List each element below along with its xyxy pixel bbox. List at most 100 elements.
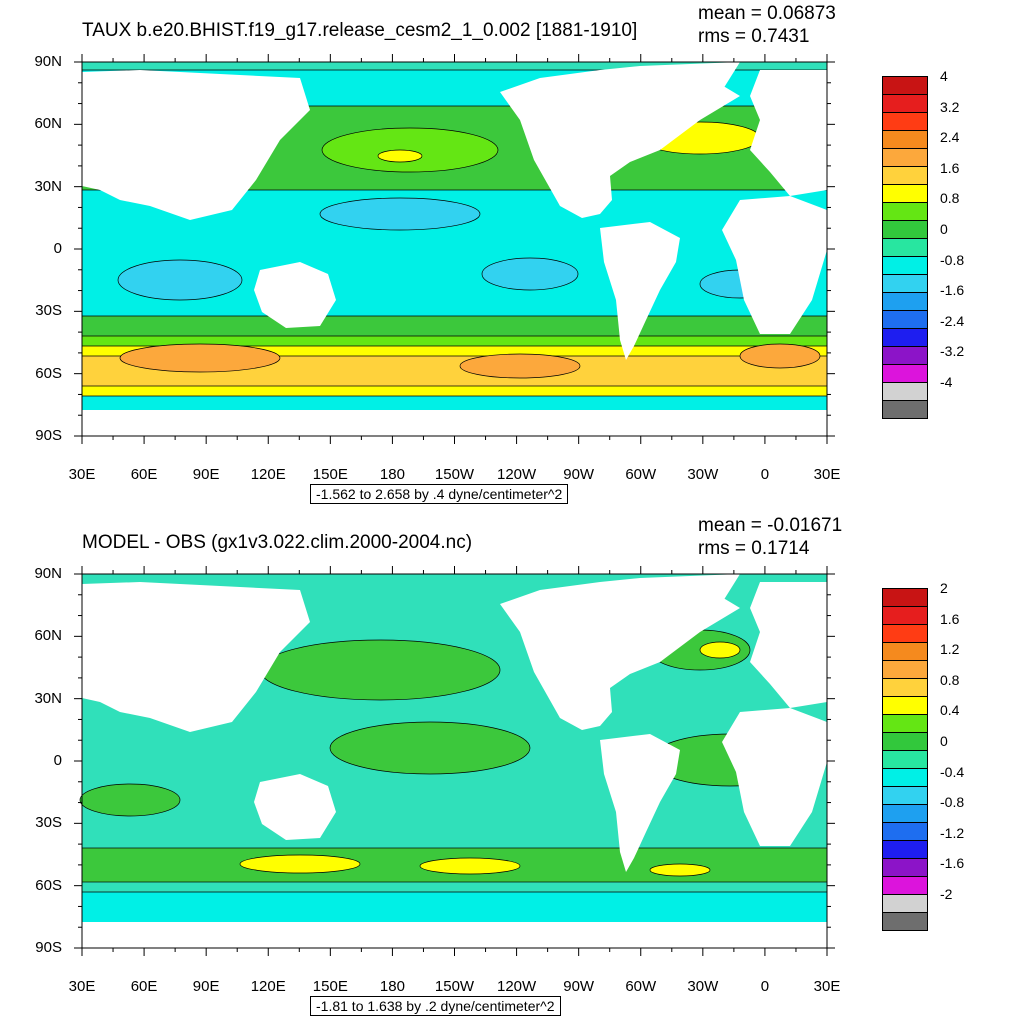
- landmass-5: [722, 708, 827, 846]
- colorbar-label: -2: [940, 886, 953, 902]
- colorbar-label: -1.6: [940, 855, 965, 872]
- latitude-label: 90S: [35, 427, 62, 444]
- latitude-label: 90N: [34, 565, 62, 582]
- contour-band-southern-yellow: [82, 346, 827, 356]
- landmass-4: [82, 70, 310, 220]
- contour-cell-southern-yellow-3: [649, 863, 711, 877]
- longitude-label: 90E: [192, 466, 220, 483]
- colorbar-segment: [882, 202, 928, 221]
- longitude-label: 0: [760, 466, 770, 483]
- longitude-label: 120E: [250, 466, 286, 483]
- landmass-0: [500, 66, 740, 218]
- landmass-2: [600, 734, 680, 872]
- longitude-label: 30E: [813, 978, 841, 995]
- contour-cell-southern-indian-max: [119, 343, 281, 373]
- longitude-label: 90W: [563, 978, 595, 995]
- colorbar-label: 0: [940, 221, 948, 237]
- landmass-3: [750, 70, 827, 196]
- longitude-label: 150E: [312, 466, 348, 483]
- landmass-6: [254, 262, 336, 328]
- colorbar-segment: [882, 804, 928, 823]
- landmass-1: [640, 574, 740, 616]
- colorbar-segment: [882, 238, 928, 257]
- mean-value: mean = -0.01671: [698, 515, 843, 536]
- colorbar-label: 3.2: [940, 98, 960, 115]
- longitude-label: 30E: [68, 978, 96, 995]
- longitude-label: 30E: [68, 466, 96, 483]
- colorbar-segment: [882, 274, 928, 293]
- longitude-label: 150E: [312, 978, 348, 995]
- longitude-label: 180: [379, 466, 405, 483]
- colorbar-label: 2: [940, 580, 948, 596]
- landmass-5: [722, 196, 827, 334]
- colorbar-segment: [882, 768, 928, 787]
- longitude-label: 30W: [687, 978, 719, 995]
- rms-value: rms = 0.7431: [698, 26, 810, 47]
- colorbar-segment: [882, 858, 928, 877]
- colorbar-segment: [882, 184, 928, 203]
- colorbar-label: 0.8: [940, 190, 960, 207]
- longitude-label: 120W: [496, 466, 537, 483]
- latitude-label: 30N: [34, 177, 62, 195]
- latitude-label: 60S: [35, 364, 62, 382]
- colorbar-segment: [882, 382, 928, 401]
- longitude-label: 30W: [687, 466, 719, 483]
- latitude-label: 30N: [34, 689, 62, 707]
- contour-range-label: -1.562 to 2.658 by .4 dyne/centimeter^2: [310, 484, 569, 504]
- contour-band-southern-transition: [82, 316, 827, 336]
- longitude-label: 180: [379, 978, 405, 995]
- longitude-label: 60E: [130, 978, 158, 995]
- colorbar-label: 0: [940, 733, 948, 749]
- landmass-1: [640, 62, 740, 104]
- colorbar-segment: [882, 624, 928, 643]
- colorbar-label: -2.4: [940, 312, 965, 329]
- colorbar-segment: [882, 292, 928, 311]
- colorbar-segment: [882, 130, 928, 149]
- colorbar: [882, 76, 928, 419]
- contour-band-antarctic: [82, 396, 827, 410]
- contour-cell-southern-pacific-max: [459, 353, 581, 379]
- contour-cell-southern-atlantic-max: [739, 343, 821, 369]
- colorbar-segment: [882, 112, 928, 131]
- landmass-7: [82, 410, 827, 436]
- mean-value: mean = 0.06873: [698, 3, 836, 24]
- longitude-label: 60E: [130, 466, 158, 483]
- colorbar-label: -1.2: [940, 824, 965, 841]
- landmass-4: [82, 582, 310, 732]
- landmass-2: [600, 222, 680, 360]
- longitude-label: 60W: [625, 466, 657, 483]
- colorbar-segment: [882, 660, 928, 679]
- colorbar-segment: [882, 696, 928, 715]
- colorbar-segment: [882, 678, 928, 697]
- latitude-label: 60N: [34, 115, 62, 133]
- colorbar-segment: [882, 148, 928, 167]
- contour-band-southern-yellow-edge: [82, 386, 827, 396]
- colorbar-segment: [882, 894, 928, 913]
- landmass-0: [500, 578, 740, 730]
- colorbar-segment: [882, 310, 928, 329]
- contour-cell-southern-yellow-1: [239, 854, 361, 874]
- colorbar-segment: [882, 346, 928, 365]
- colorbar-label: 1.6: [940, 159, 960, 176]
- colorbar-segment: [882, 822, 928, 841]
- colorbar-segment: [882, 786, 928, 805]
- colorbar-segment: [882, 714, 928, 733]
- colorbar-label: -3.2: [940, 343, 965, 360]
- colorbar-label: -1.6: [940, 282, 965, 299]
- colorbar-segment: [882, 76, 928, 95]
- colorbar-label: -0.8: [940, 251, 965, 268]
- rms-value: rms = 0.1714: [698, 538, 810, 559]
- colorbar-segment: [882, 400, 928, 419]
- colorbar-label: 1.6: [940, 610, 960, 627]
- colorbar: [882, 588, 928, 931]
- plot-title: TAUX b.e20.BHIST.f19_g17.release_cesm2_1…: [82, 20, 638, 41]
- contour-cell-southern-yellow-2: [419, 857, 521, 875]
- colorbar-segment: [882, 166, 928, 185]
- latitude-label: 0: [53, 240, 62, 257]
- panel-model-minus-obs: MODEL - OBS (gx1v3.022.clim.2000-2004.nc…: [0, 512, 1024, 1024]
- contour-cell-north-atlantic-max: [699, 641, 741, 659]
- contour-cell-trade-winds-north: [319, 197, 481, 231]
- latitude-label: 90S: [35, 939, 62, 956]
- colorbar-label: 2.4: [940, 129, 960, 146]
- latitude-label: 30S: [35, 302, 62, 320]
